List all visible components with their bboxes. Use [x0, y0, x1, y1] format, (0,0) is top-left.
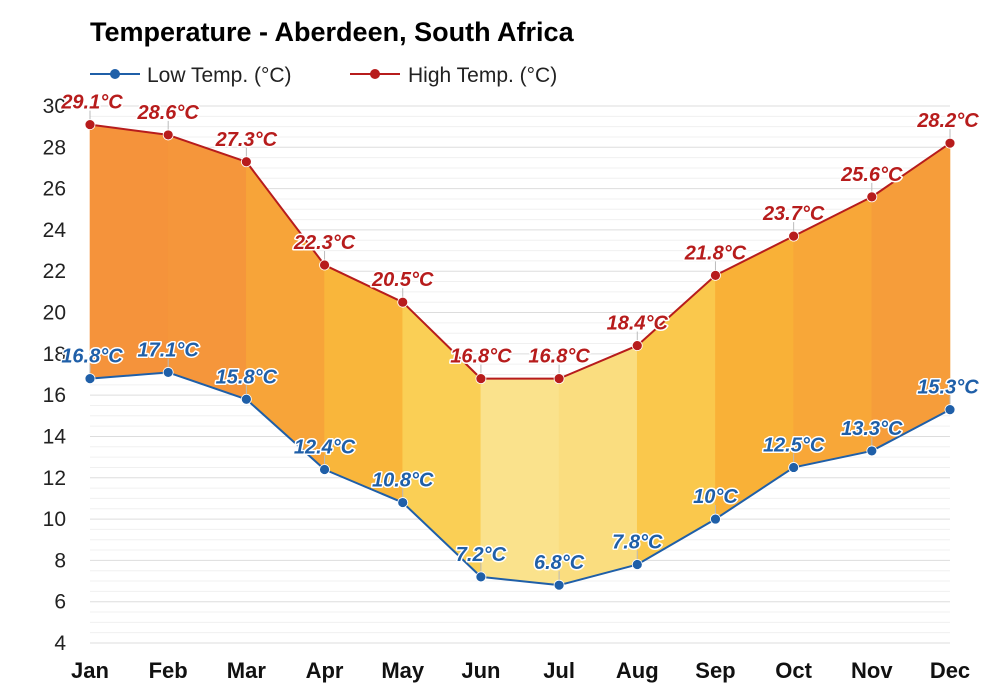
high-temp-point-jan[interactable]	[84, 119, 96, 130]
x-tick-label-jul: Jul	[543, 658, 575, 683]
x-tick-label-jan: Jan	[71, 658, 109, 683]
high-temp-label-aug: 18.4°C	[607, 313, 669, 335]
high-temp-label-mar: 27.3°C	[215, 129, 278, 151]
data-labels: 16.8°C 17.1°C 15.8°C 12.4°C 10.8°C 7.2°C 6.8°C…	[59, 90, 981, 576]
x-tick-label-oct: Oct	[775, 658, 812, 683]
y-axis-labels: 4 6 8 10 12 14 16 18 20 22 24 26 28 30	[43, 95, 67, 655]
high-temp-line	[89, 123, 951, 380]
low-temp-point-oct[interactable]	[788, 462, 800, 473]
low-temp-point-apr[interactable]	[319, 464, 330, 475]
high-temp-label-oct: 23.7°C	[762, 203, 825, 225]
series-points	[84, 110, 956, 591]
low-temp-point-mar[interactable]	[240, 393, 252, 405]
high-temp-label-jan: 29.1°C	[60, 92, 123, 114]
legend-item-high[interactable]: High Temp. (°C)	[350, 64, 557, 87]
y-tick-label: 22	[43, 260, 66, 283]
high-temp-label-nov: 25.6°C	[840, 164, 903, 186]
low-temp-label-mar: 15.8°C	[216, 366, 278, 388]
x-tick-label-dec: Dec	[930, 658, 970, 683]
legend-high-label: High Temp. (°C)	[408, 64, 557, 87]
high-temp-point-aug[interactable]	[631, 340, 643, 351]
high-temp-point-dec[interactable]	[944, 137, 956, 149]
y-tick-label: 26	[43, 178, 66, 201]
low-temp-label-feb: 17.1°C	[137, 339, 199, 361]
high-temp-point-feb[interactable]	[162, 129, 174, 141]
y-tick-label: 24	[43, 219, 67, 242]
legend-high-marker	[370, 69, 380, 79]
low-temp-point-sep[interactable]	[710, 513, 721, 525]
low-temp-point-jul[interactable]	[553, 579, 565, 591]
low-temp-label-may: 10.8°C	[372, 470, 434, 492]
x-tick-label-aug: Aug	[616, 658, 659, 683]
high-temp-label-feb: 28.6°C	[136, 102, 199, 124]
chart-title: Temperature - Aberdeen, South Africa	[90, 17, 575, 47]
low-temp-point-may[interactable]	[397, 497, 409, 508]
temperature-bands	[89, 124, 951, 586]
high-temp-point-oct[interactable]	[788, 230, 800, 242]
x-tick-label-apr: Apr	[306, 658, 344, 683]
low-temp-line	[89, 371, 951, 587]
high-temp-label-sep: 21.8°C	[684, 242, 747, 264]
high-temp-point-mar[interactable]	[240, 156, 252, 168]
high-temp-label-jul: 16.8°C	[528, 346, 590, 368]
y-tick-label: 18	[43, 343, 66, 366]
y-tick-label: 8	[54, 549, 66, 572]
low-temp-label-sep: 10°C	[693, 486, 738, 508]
y-tick-label: 28	[43, 136, 66, 159]
x-tick-label-jun: Jun	[461, 658, 500, 683]
x-tick-label-feb: Feb	[149, 658, 188, 683]
low-temp-label-aug: 7.8°C	[612, 532, 663, 554]
legend-item-low[interactable]: Low Temp. (°C)	[90, 64, 292, 87]
low-temp-label-apr: 12.4°C	[294, 437, 356, 459]
low-temp-point-dec[interactable]	[944, 404, 956, 416]
y-tick-label: 10	[43, 508, 66, 531]
high-temp-label-jun: 16.8°C	[450, 346, 512, 368]
low-temp-label-nov: 13.3°C	[841, 418, 903, 440]
low-temp-label-jun: 7.2°C	[456, 544, 507, 566]
low-temp-label-dec: 15.3°C	[917, 377, 979, 399]
band-apr	[324, 264, 404, 504]
legend: Low Temp. (°C) High Temp. (°C)	[90, 64, 557, 87]
high-temp-point-jul[interactable]	[553, 373, 565, 385]
high-temp-point-jun[interactable]	[475, 373, 487, 385]
low-temp-point-nov[interactable]	[866, 445, 878, 457]
series-lines	[89, 123, 951, 587]
legend-low-label: Low Temp. (°C)	[147, 64, 292, 87]
x-tick-label-sep: Sep	[695, 658, 735, 683]
y-tick-label: 6	[54, 591, 66, 614]
high-temp-label-may: 20.5°C	[371, 269, 434, 291]
y-tick-label: 4	[54, 632, 66, 655]
low-temp-label-jul: 6.8°C	[534, 552, 585, 574]
high-temp-point-nov[interactable]	[866, 191, 878, 203]
x-axis-labels: Jan Feb Mar Apr May Jun Jul Aug Sep Oct Nov Dec	[71, 658, 970, 683]
low-temp-label-oct: 12.5°C	[763, 434, 825, 456]
high-temp-label-apr: 22.3°C	[293, 232, 356, 254]
x-tick-label-nov: Nov	[851, 658, 893, 683]
low-temp-point-feb[interactable]	[162, 367, 174, 378]
low-temp-point-jun[interactable]	[475, 571, 487, 583]
y-tick-label: 16	[43, 384, 66, 407]
high-temp-point-sep[interactable]	[710, 269, 721, 281]
y-tick-label: 30	[43, 95, 66, 118]
low-temp-point-jan[interactable]	[84, 373, 96, 385]
x-tick-label-may: May	[381, 658, 425, 683]
y-tick-label: 12	[43, 467, 66, 490]
y-tick-label: 20	[43, 302, 66, 325]
y-tick-label: 14	[43, 425, 67, 448]
x-tick-label-mar: Mar	[227, 658, 267, 683]
low-temp-label-jan: 16.8°C	[61, 346, 123, 368]
high-temp-point-may[interactable]	[397, 296, 409, 308]
high-temp-point-apr[interactable]	[319, 259, 330, 271]
high-temp-label-dec: 28.2°C	[916, 110, 979, 132]
low-temp-point-aug[interactable]	[631, 559, 643, 570]
legend-low-marker	[110, 69, 120, 79]
